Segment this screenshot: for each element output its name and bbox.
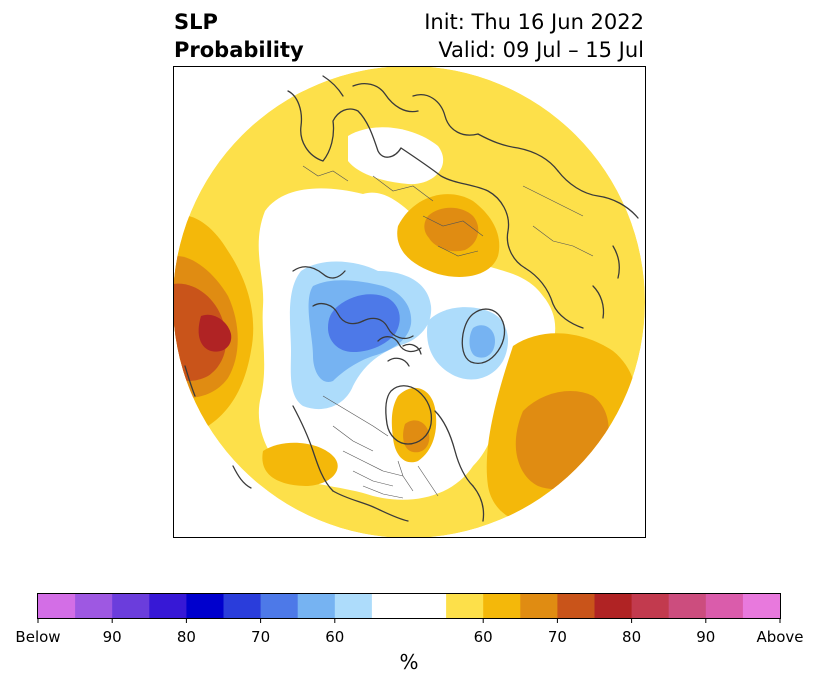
init-date: Init: Thu 16 Jun 2022 [424,10,644,34]
colorbar-segments [38,594,781,618]
colorbar-above-segment [631,594,670,618]
colorbar-tick-label: 80 [622,628,641,646]
field-above-60-north [291,89,346,151]
borders [302,165,594,499]
colorbar-tick-label: 70 [251,628,270,646]
colorbar-below-segment [297,594,336,618]
field-neutral-north [348,127,444,185]
title-line-1: SLP [174,10,218,34]
colorbar-tick-label: 70 [548,628,567,646]
colorbar-above-segment [557,594,595,618]
colorbar-neutral-segment [371,594,447,618]
colorbar-tick-label: Below [15,628,60,646]
colorbar-above-segment [742,594,781,618]
valid-range: Valid: 09 Jul – 15 Jul [438,38,644,62]
colorbar-tick-label: 60 [325,628,344,646]
colorbar-below-segment [75,594,113,618]
colorbar-above-segment [520,594,558,618]
colorbar-above-segment [483,594,521,618]
coastlines [184,75,639,522]
colorbar-tick-label: 60 [474,628,493,646]
date-info: Init: Thu 16 Jun 2022 Valid: 09 Jul – 15… [424,8,644,64]
field-above-65-south [262,442,338,486]
colorbar-below-segment [260,594,299,618]
colorbar-above-segment [705,594,744,618]
colorbar-above-segment [594,594,633,618]
title-line-2: Probability [174,38,304,62]
colorbar-below-segment [112,594,150,618]
colorbar-tick-label: Above [756,628,803,646]
map-frame [173,66,646,538]
field-below-65-greenland [469,325,495,358]
colorbar-below-segment [186,594,224,618]
field-above-80-west [198,314,232,352]
colorbar-ticks: Below 90 80 70 60 60 70 80 90 Above [15,618,804,646]
colorbar-tick-label: 90 [696,628,715,646]
colorbar-below-segment [149,594,187,618]
colorbar-frame [37,593,781,619]
field-above-70-eurasia [424,207,479,252]
colorbar-below-segment [334,594,373,618]
colorbar-tick-label: 90 [103,628,122,646]
colorbar-unit-label: % [399,650,418,674]
colorbar-above-segment [446,594,484,618]
colorbar-above-segment [668,594,707,618]
chart-title: SLP Probability [174,8,304,64]
colorbar-tick-label: 80 [177,628,196,646]
probability-field [173,66,645,538]
colorbar-below-segment [38,594,76,618]
colorbar-below-segment [223,594,262,618]
probability-map [173,66,646,538]
